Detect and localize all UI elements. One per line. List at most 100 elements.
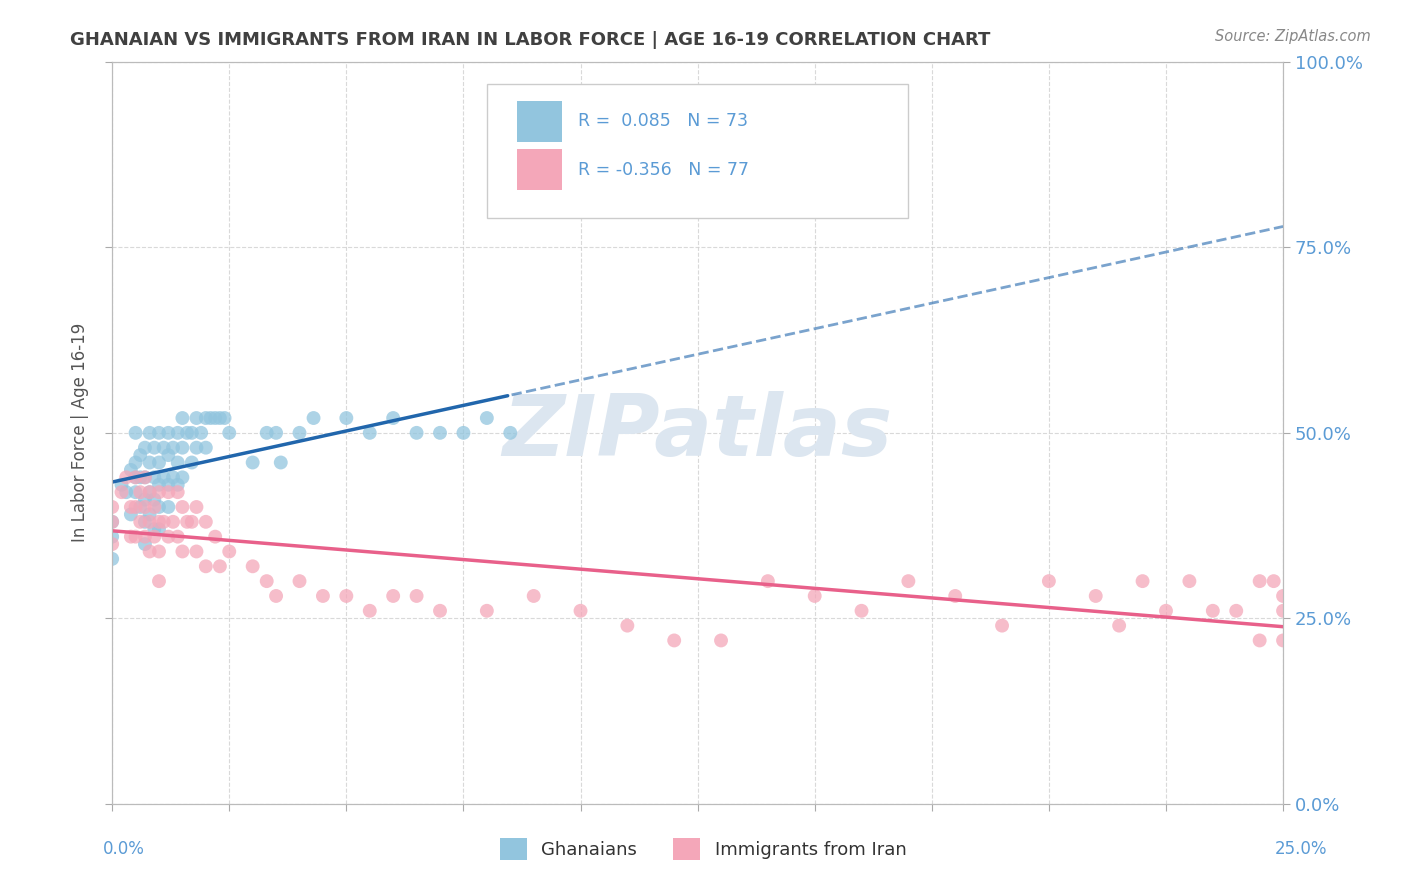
Point: [302, 411, 325, 425]
Point: [143, 470, 166, 484]
Point: [143, 522, 166, 536]
Point: [134, 470, 156, 484]
Point: [218, 544, 240, 558]
Point: [115, 470, 138, 484]
Point: [124, 470, 146, 484]
Point: [101, 552, 124, 566]
Point: [129, 485, 152, 500]
Point: [499, 425, 522, 440]
Point: [101, 515, 124, 529]
Point: [157, 485, 180, 500]
Point: [270, 456, 292, 470]
Point: [101, 500, 124, 514]
Point: [162, 515, 184, 529]
Point: [166, 530, 188, 544]
Point: [134, 537, 156, 551]
FancyBboxPatch shape: [517, 149, 562, 190]
Point: [288, 574, 311, 588]
Point: [124, 530, 146, 544]
Point: [143, 500, 166, 514]
Point: [120, 500, 142, 514]
Point: [172, 470, 194, 484]
Point: [148, 522, 170, 536]
Point: [186, 500, 208, 514]
Point: [1249, 574, 1271, 588]
Point: [134, 530, 156, 544]
Point: [194, 559, 217, 574]
Point: [129, 470, 152, 484]
Point: [148, 544, 170, 558]
Point: [1225, 604, 1247, 618]
Text: GHANAIAN VS IMMIGRANTS FROM IRAN IN LABOR FORCE | AGE 16-19 CORRELATION CHART: GHANAIAN VS IMMIGRANTS FROM IRAN IN LABO…: [70, 31, 991, 49]
Point: [208, 411, 231, 425]
Point: [120, 508, 142, 522]
Point: [148, 485, 170, 500]
Point: [382, 589, 405, 603]
Point: [162, 441, 184, 455]
Point: [134, 470, 156, 484]
Point: [157, 477, 180, 491]
Point: [264, 589, 287, 603]
Point: [1038, 574, 1060, 588]
Point: [124, 500, 146, 514]
Point: [180, 425, 202, 440]
Point: [138, 508, 160, 522]
Point: [124, 470, 146, 484]
Point: [115, 485, 138, 500]
Text: ZIPatlas: ZIPatlas: [502, 392, 893, 475]
Point: [569, 604, 592, 618]
Point: [134, 492, 156, 507]
Point: [429, 425, 451, 440]
Point: [664, 633, 686, 648]
Point: [186, 544, 208, 558]
Point: [143, 530, 166, 544]
Point: [124, 485, 146, 500]
Text: Source: ZipAtlas.com: Source: ZipAtlas.com: [1215, 29, 1371, 44]
Point: [756, 574, 779, 588]
Point: [429, 604, 451, 618]
Point: [172, 441, 194, 455]
Y-axis label: In Labor Force | Age 16-19: In Labor Force | Age 16-19: [72, 323, 89, 542]
Point: [172, 500, 194, 514]
Text: R = -0.356   N = 77: R = -0.356 N = 77: [578, 161, 749, 178]
Point: [1272, 589, 1295, 603]
Point: [172, 411, 194, 425]
Point: [214, 411, 236, 425]
Point: [129, 500, 152, 514]
Point: [475, 411, 498, 425]
Point: [405, 425, 427, 440]
Point: [120, 463, 142, 477]
Point: [991, 618, 1014, 632]
Point: [204, 411, 226, 425]
Point: [143, 492, 166, 507]
Point: [186, 441, 208, 455]
FancyBboxPatch shape: [486, 85, 908, 218]
Legend: Ghanaians, Immigrants from Iran: Ghanaians, Immigrants from Iran: [492, 830, 914, 867]
Point: [124, 425, 146, 440]
Point: [288, 425, 311, 440]
Point: [851, 604, 873, 618]
Point: [710, 633, 733, 648]
Point: [101, 515, 124, 529]
Point: [359, 604, 381, 618]
Point: [186, 411, 208, 425]
Point: [101, 537, 124, 551]
Point: [335, 589, 357, 603]
Point: [194, 411, 217, 425]
Point: [194, 515, 217, 529]
Point: [110, 477, 132, 491]
Point: [162, 470, 184, 484]
Point: [129, 448, 152, 462]
Point: [152, 470, 174, 484]
Point: [110, 485, 132, 500]
Point: [523, 589, 546, 603]
Point: [120, 530, 142, 544]
Point: [176, 425, 198, 440]
Point: [138, 425, 160, 440]
Point: [166, 477, 188, 491]
Point: [1108, 618, 1130, 632]
Point: [382, 411, 405, 425]
Point: [157, 425, 180, 440]
Point: [148, 515, 170, 529]
Point: [1272, 604, 1295, 618]
